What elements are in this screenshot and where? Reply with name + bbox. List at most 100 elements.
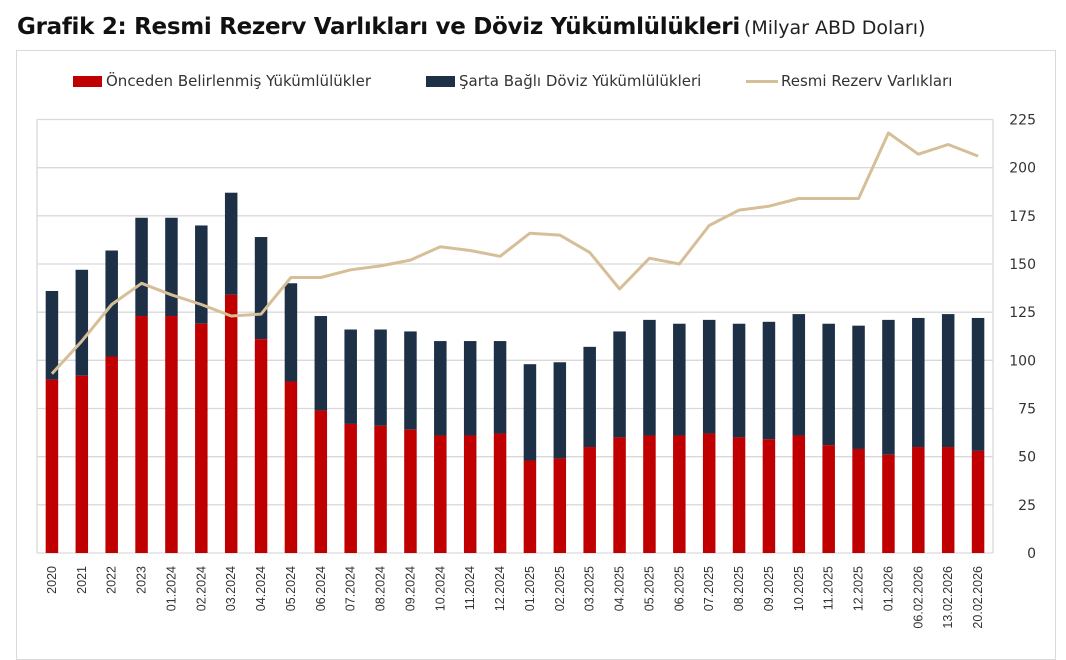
bar-predetermined <box>822 445 835 553</box>
x-tick-label: 10.2024 <box>433 566 447 611</box>
bar-predetermined <box>673 435 686 553</box>
bar-predetermined <box>75 375 89 553</box>
bar-predetermined <box>523 460 537 553</box>
legend-label: Resmi Rezerv Varlıkları <box>781 72 953 90</box>
bar-predetermined <box>941 447 955 553</box>
x-tick-label: 20.02.2026 <box>971 566 985 629</box>
bar-contingent <box>314 316 328 411</box>
bar-predetermined <box>762 439 776 553</box>
x-tick-label: 11.2024 <box>463 566 477 610</box>
bar-predetermined <box>583 447 596 553</box>
chart-title: Grafik 2: Resmi Rezerv Varlıkları ve Döv… <box>17 14 925 40</box>
x-tick-label: 02.2024 <box>194 566 208 611</box>
bar-predetermined <box>852 448 865 553</box>
bar-predetermined <box>912 447 925 553</box>
reserves-line <box>50 131 979 375</box>
x-tick-label: 08.2024 <box>374 566 388 611</box>
bar-predetermined <box>105 356 118 553</box>
y-tick-label: 75 <box>1018 402 1036 418</box>
bar-predetermined <box>434 435 447 553</box>
x-tick-label: 12.2025 <box>852 566 866 611</box>
bar-predetermined <box>45 379 59 553</box>
y-tick-label: 200 <box>1009 161 1036 177</box>
legend-swatch-red-icon <box>73 75 102 87</box>
x-tick-label: 2021 <box>75 566 89 594</box>
x-tick-label: 03.2024 <box>224 566 238 611</box>
bar-predetermined <box>553 458 567 553</box>
x-tick-label: 2022 <box>105 566 119 594</box>
x-axis: 2020 2021 2022 2023 01.2024 02.2024 03.2024 04.… <box>45 566 985 629</box>
legend-label: Şarta Bağlı Döviz Yükümlülükleri <box>459 72 702 90</box>
x-tick-label: 01.2026 <box>881 566 895 611</box>
bar-contingent <box>463 341 477 436</box>
legend-line-icon <box>746 79 778 83</box>
x-tick-label: 03.2025 <box>583 566 597 611</box>
x-tick-label: 13.02.2026 <box>941 566 955 629</box>
bar-contingent <box>434 341 447 436</box>
bar-contingent <box>523 364 537 461</box>
legend-item-contingent: Şarta Bağlı Döviz Yükümlülükleri <box>426 72 701 90</box>
bar-predetermined <box>195 323 208 553</box>
bar-contingent <box>643 319 656 436</box>
x-tick-label: 04.2024 <box>254 566 268 611</box>
x-tick-label: 01.2024 <box>164 566 178 611</box>
y-tick-label: 175 <box>1009 209 1036 225</box>
bar-predetermined <box>702 433 716 553</box>
bar-contingent <box>673 323 686 436</box>
bar-contingent <box>75 269 89 376</box>
bar-predetermined <box>314 410 328 553</box>
bar-predetermined <box>284 381 298 553</box>
bar-contingent <box>165 217 178 317</box>
bar-predetermined <box>792 435 806 553</box>
legend-swatch-navy-icon <box>426 75 455 87</box>
bar-contingent <box>553 362 567 459</box>
x-tick-label: 05.2025 <box>642 566 656 611</box>
bar-contingent <box>852 325 865 449</box>
bar-contingent <box>971 317 985 451</box>
gridlines <box>36 118 994 554</box>
y-tick-label: 0 <box>1027 546 1036 562</box>
bar-contingent <box>195 225 208 324</box>
y-tick-label: 50 <box>1018 450 1036 466</box>
bar-predetermined <box>254 339 268 553</box>
x-tick-label: 01.2025 <box>523 566 537 611</box>
line-series <box>50 131 979 375</box>
bar-contingent <box>284 283 298 382</box>
x-tick-label: 06.02.2026 <box>911 566 925 629</box>
y-tick-label: 100 <box>1009 353 1036 369</box>
x-tick-label: 05.2024 <box>284 566 298 611</box>
bar-contingent <box>344 329 357 424</box>
bar-contingent <box>882 319 895 455</box>
bar-contingent <box>224 192 238 295</box>
chart-title-main: Grafik 2: Resmi Rezerv Varlıkları ve Döv… <box>17 14 740 40</box>
legend-label: Önceden Belirlenmiş Yükümlülükler <box>106 72 371 90</box>
bar-predetermined <box>971 450 985 553</box>
bar-predetermined <box>882 454 895 553</box>
x-tick-label: 02.2025 <box>553 566 567 611</box>
bar-contingent <box>254 237 268 340</box>
y-tick-label: 125 <box>1009 305 1036 321</box>
bar-predetermined <box>613 437 626 553</box>
bar-contingent <box>493 341 507 434</box>
bar-contingent <box>702 319 716 434</box>
bar-predetermined <box>165 316 178 553</box>
bar-contingent <box>762 321 776 440</box>
y-tick-label: 25 <box>1018 498 1036 514</box>
x-tick-label: 2023 <box>135 566 149 594</box>
legend-item-predetermined: Önceden Belirlenmiş Yükümlülükler <box>73 72 371 90</box>
bar-contingent <box>792 314 806 436</box>
bar-predetermined <box>344 423 357 553</box>
bar-contingent <box>912 317 925 448</box>
x-tick-label: 11.2025 <box>822 566 836 610</box>
x-tick-label: 07.2024 <box>344 566 358 611</box>
y-tick-label: 225 <box>1009 113 1036 129</box>
bar-predetermined <box>493 433 507 553</box>
bar-contingent <box>404 331 417 430</box>
bar-contingent <box>583 346 596 448</box>
y-axis: 0 25 50 75 100 125 150 175 200 225 <box>1009 113 1036 563</box>
x-tick-label: 09.2025 <box>762 566 776 611</box>
bar-predetermined <box>643 435 656 553</box>
x-tick-label: 09.2024 <box>403 566 417 611</box>
x-tick-label: 2020 <box>45 566 59 594</box>
